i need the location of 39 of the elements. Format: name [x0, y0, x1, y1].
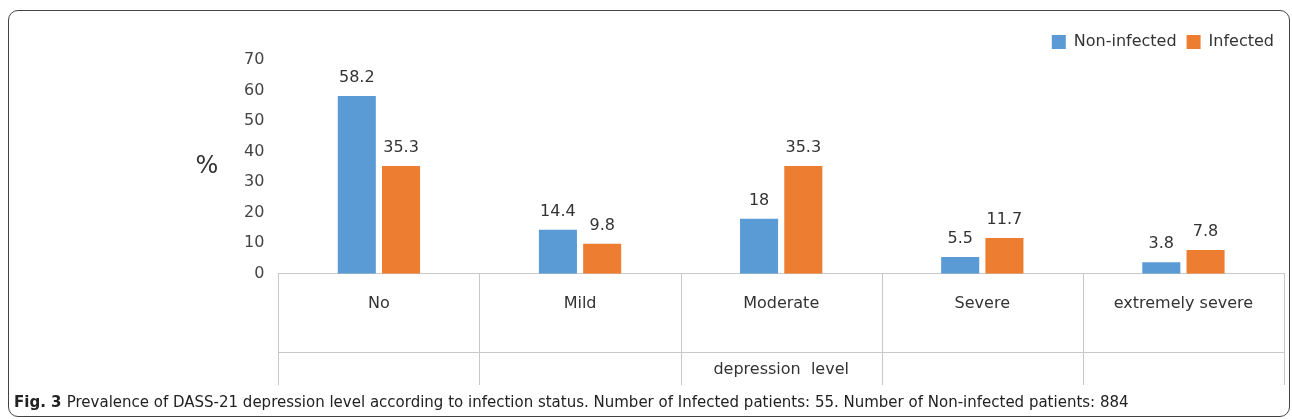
- data-label: 18: [748, 189, 770, 209]
- bar: [337, 96, 376, 274]
- data-label: 14.4: [540, 200, 576, 220]
- bar: [740, 218, 779, 274]
- legend-label: Non-infected: [1073, 31, 1177, 51]
- data-label: 35.3: [785, 137, 822, 157]
- y-tick-label: 10: [244, 232, 265, 252]
- data-label: 7.8: [1192, 221, 1219, 241]
- y-tick-label: 60: [244, 79, 265, 99]
- x-tick-label: Severe: [954, 292, 1010, 312]
- caption: Fig. 3: [14, 393, 63, 411]
- y-tick-label: 40: [244, 140, 265, 160]
- bar: [382, 165, 421, 274]
- legend-label: Infected: [1208, 31, 1274, 51]
- data-label: 35.3: [383, 137, 419, 157]
- y-axis-title: %: [195, 151, 219, 180]
- x-tick-label: Moderate: [743, 292, 820, 312]
- bar: [985, 238, 1024, 274]
- data-label: 11.7: [986, 209, 1023, 229]
- x-axis-title: depression level: [713, 359, 849, 379]
- x-tick-label: No: [368, 292, 390, 312]
- data-label: 9.8: [589, 215, 615, 235]
- bar: [538, 229, 577, 274]
- data-label: 58.2: [338, 67, 375, 87]
- y-tick-label: 30: [244, 171, 265, 191]
- data-label: 5.5: [947, 228, 973, 248]
- bar: [784, 165, 823, 274]
- data-label: 3.8: [1148, 233, 1175, 253]
- bar: [583, 243, 622, 274]
- bar: [1186, 249, 1225, 274]
- x-tick-label: extremely severe: [1113, 292, 1254, 312]
- text: Prevalence of DASS-21 depression level according to infection status. Number of Infected patients: 55. Number of Non-infected patients: 884: [66, 393, 1129, 411]
- bar: [941, 257, 980, 274]
- y-tick-label: 0: [254, 262, 265, 282]
- y-tick-label: 20: [244, 201, 265, 221]
- y-tick-label: 50: [244, 110, 265, 130]
- y-tick-label: 70: [244, 49, 265, 69]
- x-tick-label: Mild: [563, 292, 597, 312]
- bar: [1142, 262, 1181, 274]
